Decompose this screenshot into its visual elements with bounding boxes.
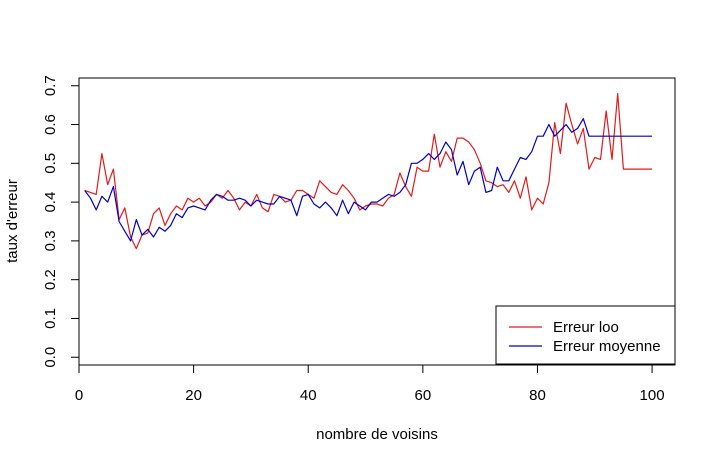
y-tick-label: 0.7 xyxy=(42,75,59,96)
y-tick-label: 0.3 xyxy=(42,230,59,251)
legend-label-erreur-loo: Erreur loo xyxy=(553,319,619,336)
series-line-erreur-moyenne xyxy=(84,118,653,242)
y-tick-label: 0.5 xyxy=(42,153,59,174)
y-tick-label: 0.2 xyxy=(42,269,59,290)
x-tick-label: 20 xyxy=(185,387,202,404)
legend-box xyxy=(495,305,676,365)
y-tick-label: 0.1 xyxy=(42,308,59,329)
series-layer xyxy=(84,92,653,250)
x-tick-label: 80 xyxy=(529,387,546,404)
x-tick-label: 60 xyxy=(415,387,432,404)
y-axis-label: taux d'erreur xyxy=(4,179,21,263)
y-tick-label: 0.4 xyxy=(42,192,59,213)
y-tick-label: 0.0 xyxy=(42,347,59,368)
y-axis: 0.0 0.1 0.2 0.3 0.4 0.5 0.6 0.7 xyxy=(42,75,80,368)
series-line-erreur-loo xyxy=(84,92,653,250)
x-tick-label: 40 xyxy=(300,387,317,404)
x-axis: 0 20 40 60 80 100 xyxy=(75,364,665,404)
legend: Erreur loo Erreur moyenne xyxy=(495,305,676,365)
x-tick-label: 100 xyxy=(640,387,665,404)
legend-label-erreur-moyenne: Erreur moyenne xyxy=(553,338,661,355)
y-tick-label: 0.6 xyxy=(42,114,59,135)
x-tick-label: 0 xyxy=(75,387,83,404)
x-axis-label: nombre de voisins xyxy=(316,426,438,443)
